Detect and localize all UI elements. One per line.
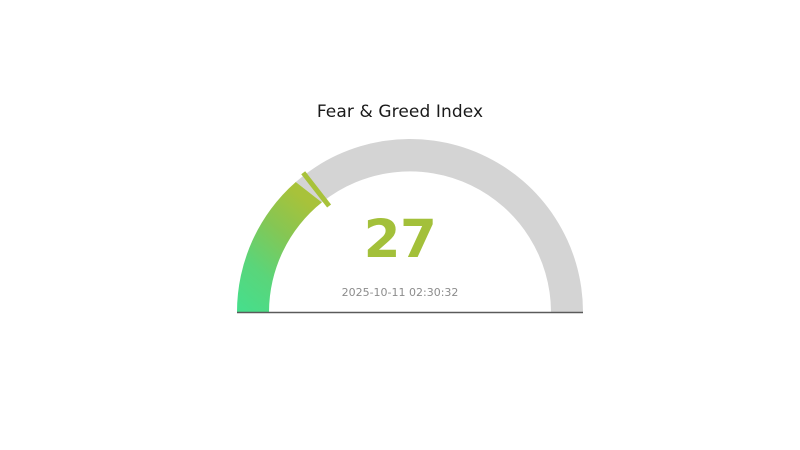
gauge-track-remaining (295, 138, 583, 312)
page-title: Fear & Greed Index (316, 102, 484, 122)
gauge-value-arc (237, 182, 322, 312)
gauge-value-label: 27 (363, 209, 437, 270)
gauge-needle-icon (301, 171, 332, 208)
gauge-timestamp-label: 2025-10-11 02:30:32 (341, 286, 459, 299)
